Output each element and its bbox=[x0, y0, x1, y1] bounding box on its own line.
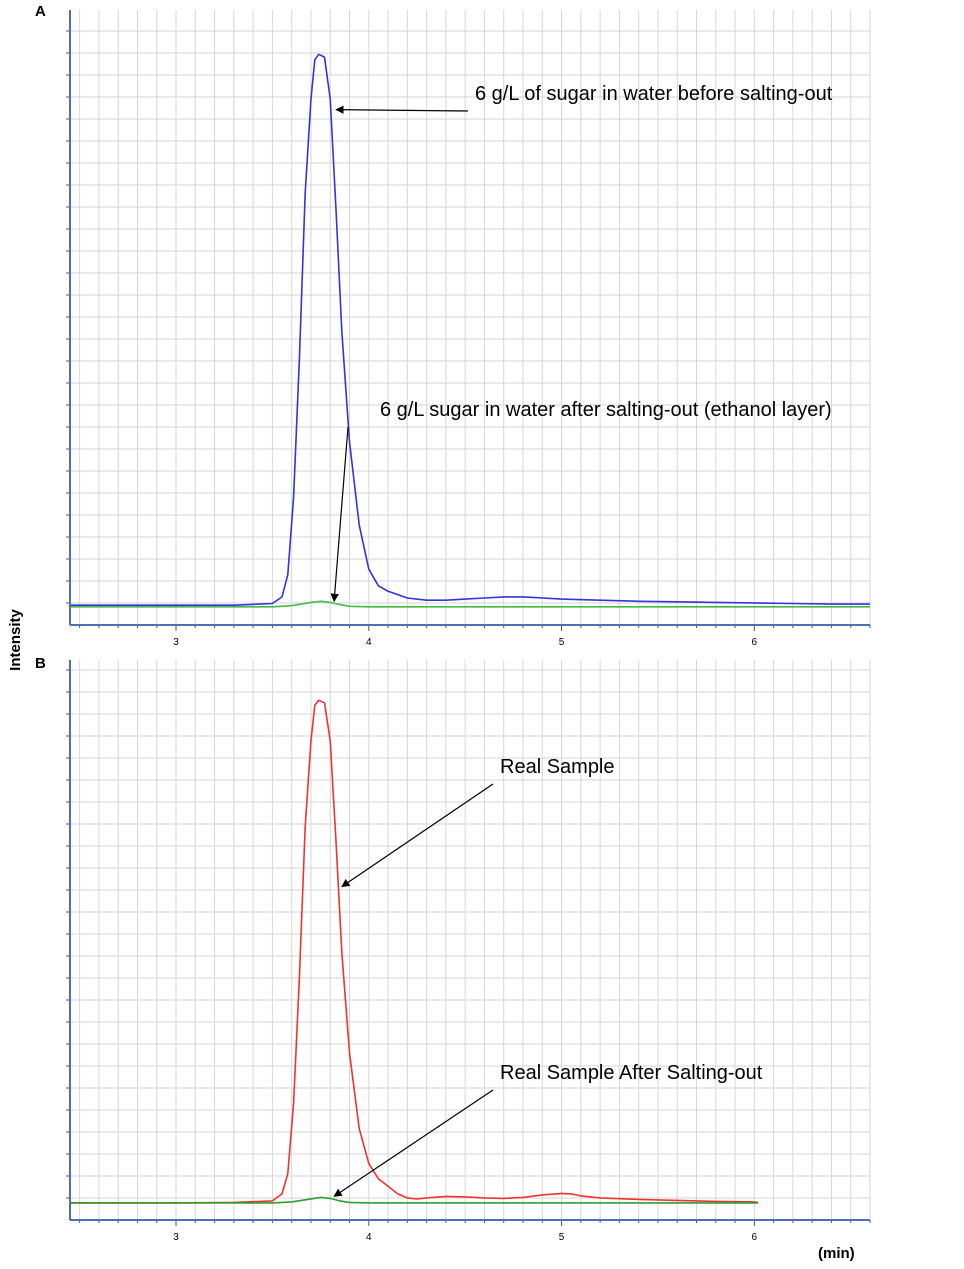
panel-a-axes bbox=[69, 10, 870, 626]
annotation-label: Real Sample After Salting-out bbox=[500, 1062, 763, 1084]
annotation-label: 6 g/L sugar in water after salting-out (… bbox=[380, 399, 832, 421]
x-tick-label: 3 bbox=[173, 637, 179, 648]
series-line bbox=[70, 53, 870, 607]
x-tick-label: 5 bbox=[559, 637, 565, 648]
x-tick-label: 6 bbox=[752, 1232, 758, 1243]
series-line bbox=[70, 699, 759, 1204]
panel-b-series bbox=[70, 699, 759, 1204]
annotation-arrow bbox=[330, 426, 349, 603]
x-tick-label: 3 bbox=[173, 1232, 179, 1243]
series-line bbox=[70, 600, 870, 608]
x-tick-label: 4 bbox=[366, 1232, 372, 1243]
x-axis-unit: (min) bbox=[818, 1245, 855, 1262]
panel-a-series bbox=[70, 53, 870, 608]
annotation-label: Real Sample bbox=[500, 756, 615, 778]
annotation-arrow bbox=[335, 105, 469, 114]
annotation-arrow bbox=[333, 1089, 494, 1197]
panel-a-grid bbox=[70, 10, 871, 625]
panel-a-annotations: 6 g/L of sugar in water before salting-o… bbox=[330, 83, 833, 603]
panel-b-grid bbox=[70, 660, 871, 1220]
series-line bbox=[70, 1196, 759, 1204]
annotation-label: 6 g/L of sugar in water before salting-o… bbox=[475, 83, 833, 105]
annotation-arrow bbox=[341, 783, 494, 888]
panel-a: 3 4 5 6 6 g/L of sugar in water before salt… bbox=[35, 3, 871, 648]
y-axis-label: Intensity bbox=[7, 609, 24, 671]
panel-label: B bbox=[35, 655, 46, 672]
x-tick-label: 6 bbox=[752, 637, 758, 648]
x-tick-label: 5 bbox=[559, 1232, 565, 1243]
x-tick-label: 4 bbox=[366, 637, 372, 648]
panel-label: A bbox=[35, 3, 46, 20]
panel-b-axes bbox=[69, 660, 870, 1221]
panel-b: 3 4 5 6 Real Sample Real Sample After Salti… bbox=[35, 655, 871, 1243]
panel-b-annotations: Real Sample Real Sample After Salting-ou… bbox=[333, 756, 763, 1197]
